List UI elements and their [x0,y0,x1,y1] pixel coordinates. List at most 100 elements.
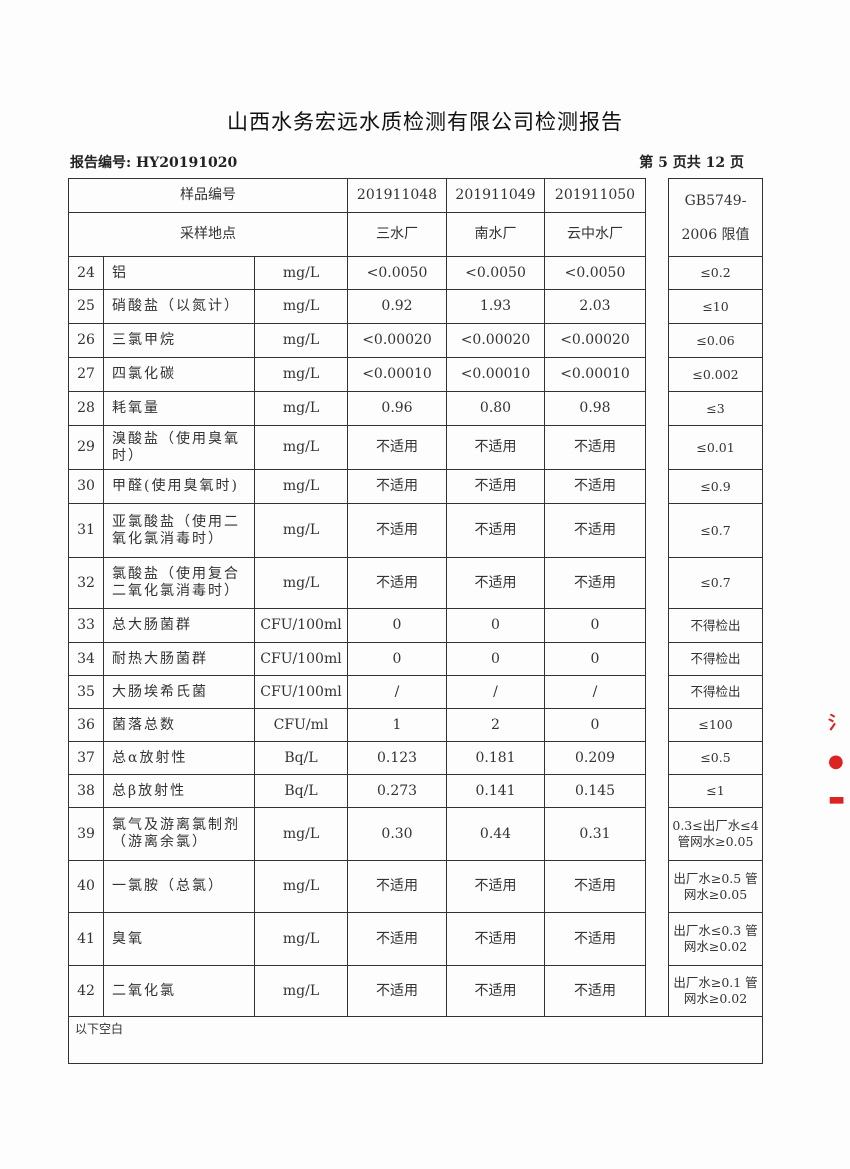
gap-cell [645,469,670,504]
item-name: 总β放射性 [103,774,255,808]
results-table: 样品编号 201911048 201911049 201911050 GB574… [67,178,764,1064]
result-value: 不适用 [544,469,647,504]
table-row: 35 大肠埃希氏菌 CFU/100ml / / / 不得检出 [68,675,764,709]
row-number: 35 [68,675,104,709]
table-row: 25 硝酸盐（以氮计） mg/L 0.92 1.93 2.03 ≤10 [68,289,764,324]
report-number: 报告编号: HY20191020 [70,155,238,171]
sample-no: 201911048 [347,178,448,213]
gap-cell [645,256,670,290]
unit: mg/L [253,557,349,609]
limit-value: ≤10 [668,289,764,324]
item-name: 臭氧 [103,912,255,966]
result-value: 不适用 [446,860,546,913]
unit: mg/L [253,289,349,324]
result-value: 不适用 [446,557,546,609]
report-title: 山西水务宏远水质检测有限公司检测报告 [227,110,623,134]
result-value: <0.0050 [347,256,448,290]
result-value: 不适用 [347,965,448,1017]
location: 南水厂 [446,212,546,257]
item-name: 氯气及游离氯制剂（游离余氯） [103,807,255,861]
result-value: 不适用 [347,557,448,609]
limit-value: ≤100 [668,708,764,742]
item-name: 四氯化碳 [103,357,255,392]
result-value: 0 [544,642,647,676]
gap-cell [645,965,670,1017]
unit: Bq/L [253,741,349,775]
unit: mg/L [253,391,349,426]
table-row: 40 一氯胺（总氯） mg/L 不适用 不适用 不适用 出厂水≥0.5 管网水≥0.05 [68,860,764,913]
table-row: 28 耗氧量 mg/L 0.96 0.80 0.98 ≤3 [68,391,764,426]
result-value: 0 [347,642,448,676]
row-number: 32 [68,557,104,609]
result-value: 0.181 [446,741,546,775]
result-value: 0.141 [446,774,546,808]
gap-cell [645,503,670,558]
limit-value: 不得检出 [668,642,764,676]
result-value: <0.0050 [446,256,546,290]
row-number: 27 [68,357,104,392]
sample-no-label: 样品编号 [67,178,349,213]
item-name: 铝 [103,256,255,290]
row-number: 40 [68,860,104,913]
row-number: 39 [68,807,104,861]
gap-cell [645,357,670,392]
gap-cell [645,860,670,913]
table-row: 36 菌落总数 CFU/ml 1 2 0 ≤100 [68,708,764,742]
unit: mg/L [253,503,349,558]
sample-no-row: 样品编号 201911048 201911049 201911050 GB574… [67,178,764,257]
item-name: 硝酸盐（以氮计） [103,289,255,324]
row-number: 42 [68,965,104,1017]
result-value: 不适用 [544,912,647,966]
item-name: 总大肠菌群 [103,608,255,643]
unit: mg/L [253,357,349,392]
gap-cell [645,391,670,426]
item-name: 耐热大肠菌群 [103,642,255,676]
row-number: 41 [68,912,104,966]
result-value: 1.93 [446,289,546,324]
result-value: 不适用 [446,469,546,504]
table-row: 42 二氧化氯 mg/L 不适用 不适用 不适用 出厂水≥0.1 管网水≥0.02 [68,965,764,1017]
result-value: 1 [347,708,448,742]
gap-cell [645,323,670,358]
limit-value: ≤0.002 [668,357,764,392]
limit-value: ≤0.01 [668,425,764,470]
limit-value: ≤0.2 [668,256,764,290]
table-row: 24 铝 mg/L <0.0050 <0.0050 <0.0050 ≤0.2 [68,256,764,290]
unit: mg/L [253,807,349,861]
table-row: 30 甲醛(使用臭氧时) mg/L 不适用 不适用 不适用 ≤0.9 [68,469,764,504]
row-number: 33 [68,608,104,643]
result-value: / [347,675,448,709]
location: 云中水厂 [544,212,647,257]
limit-value: ≤3 [668,391,764,426]
gap-cell [645,741,670,775]
unit: Bq/L [253,774,349,808]
row-number: 31 [68,503,104,558]
result-value: <0.00010 [446,357,546,392]
result-value: 0.96 [347,391,448,426]
unit: mg/L [253,860,349,913]
unit: mg/L [253,256,349,290]
result-value: 0.123 [347,741,448,775]
location-label: 采样地点 [67,212,349,257]
gap-cell [645,708,670,742]
table-row: 32 氯酸盐（使用复合二氧化氯消毒时） mg/L 不适用 不适用 不适用 ≤0.7 [68,557,764,609]
item-name: 溴酸盐（使用臭氧时） [103,425,255,470]
red-stamp-fragment: 氵 ● ▬ [828,713,846,810]
result-value: / [544,675,647,709]
result-value: <0.00020 [544,323,647,358]
table-row: 26 三氯甲烷 mg/L <0.00020 <0.00020 <0.00020 ≤0.06 [68,323,764,358]
result-value: / [446,675,546,709]
gap-cell [645,425,670,470]
item-name: 甲醛(使用臭氧时) [103,469,255,504]
footer-row: 以下空白 [67,1016,764,1064]
item-name: 耗氧量 [103,391,255,426]
result-value: 不适用 [544,425,647,470]
result-value: 不适用 [544,965,647,1017]
result-value: <0.0050 [544,256,647,290]
result-value: 0.92 [347,289,448,324]
unit: mg/L [253,469,349,504]
result-value: 0 [446,642,546,676]
result-value: 2 [446,708,546,742]
sample-no: 201911049 [446,178,546,213]
